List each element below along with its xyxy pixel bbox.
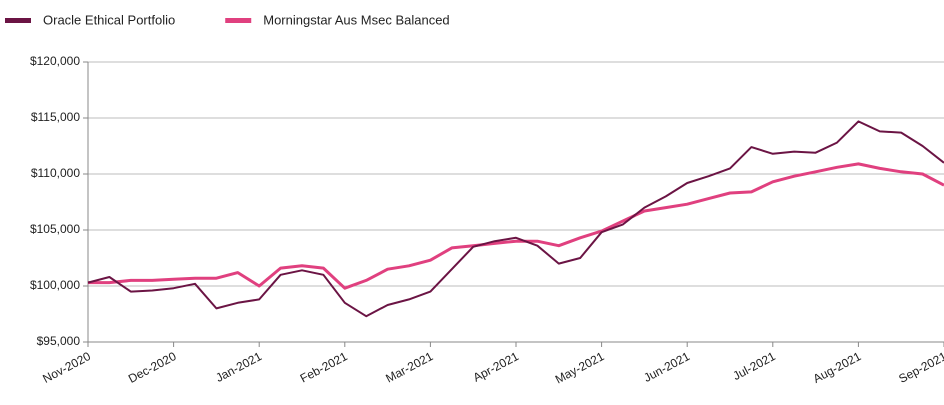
series-line	[87, 120, 944, 318]
y-tick-label: $100,000	[30, 278, 80, 292]
x-tick-label: Mar-2021	[383, 349, 435, 386]
x-tick-label: Jun-2021	[641, 349, 692, 385]
y-tick-label: $110,000	[31, 166, 80, 180]
y-tick-label: $105,000	[30, 222, 80, 236]
x-tick-label: May-2021	[553, 349, 607, 387]
x-tick-label: Sep-2021	[896, 349, 944, 386]
x-tick-label: Feb-2021	[298, 349, 350, 386]
legend-swatch	[225, 18, 252, 23]
legend-label: Morningstar Aus Msec Balanced	[263, 12, 449, 27]
y-tick-label: $120,000	[30, 54, 80, 68]
legend-label: Oracle Ethical Portfolio	[43, 12, 175, 27]
x-tick-label: Aug-2021	[811, 349, 864, 386]
x-tick-label: Apr-2021	[471, 349, 521, 385]
x-tick-label: Jul-2021	[730, 349, 778, 383]
x-tick-label: Jan-2021	[213, 349, 264, 385]
series-line	[88, 162, 944, 290]
y-tick-label: $95,000	[37, 334, 81, 348]
legend-swatch	[5, 18, 31, 23]
x-tick-label: Nov-2020	[40, 349, 93, 386]
y-tick-label: $115,000	[31, 110, 80, 124]
x-tick-label: Dec-2020	[126, 349, 179, 386]
